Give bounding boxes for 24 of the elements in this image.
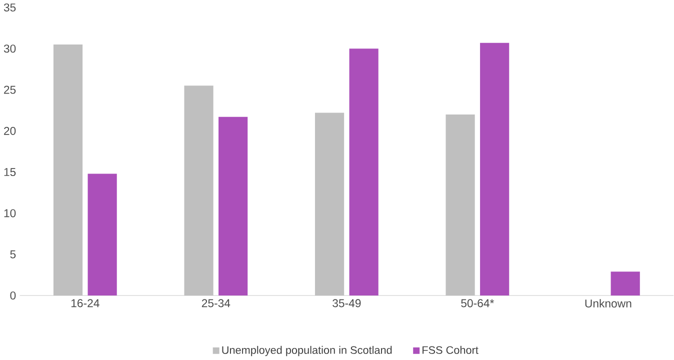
y-tick-label: 10 bbox=[4, 209, 16, 218]
y-tick-label: 30 bbox=[4, 44, 16, 53]
legend-label: Unemployed population in Scotland bbox=[222, 346, 392, 356]
x-tick-label: 35-49 bbox=[332, 299, 361, 308]
bar bbox=[314, 113, 344, 296]
y-tick-label: 0 bbox=[10, 292, 16, 300]
bar bbox=[480, 43, 510, 296]
x-tick-label: 50-64* bbox=[461, 299, 494, 308]
y-tick-label: 5 bbox=[10, 250, 16, 259]
bar bbox=[446, 114, 475, 296]
x-tick-label: 25-34 bbox=[202, 299, 230, 308]
x-tick-label: 16-24 bbox=[71, 299, 100, 308]
y-tick-label: 20 bbox=[4, 127, 16, 136]
bar bbox=[218, 117, 248, 296]
x-tick-label: Unknown bbox=[585, 299, 632, 308]
legend-label: FSS Cohort bbox=[422, 346, 478, 354]
bar bbox=[349, 48, 378, 296]
y-tick-label: 15 bbox=[4, 168, 16, 176]
bar bbox=[53, 44, 83, 296]
y-tick-label: 25 bbox=[4, 86, 16, 94]
y-tick-label: 35 bbox=[4, 4, 16, 12]
bar bbox=[88, 174, 117, 296]
bar bbox=[610, 272, 640, 296]
bar bbox=[184, 86, 214, 296]
